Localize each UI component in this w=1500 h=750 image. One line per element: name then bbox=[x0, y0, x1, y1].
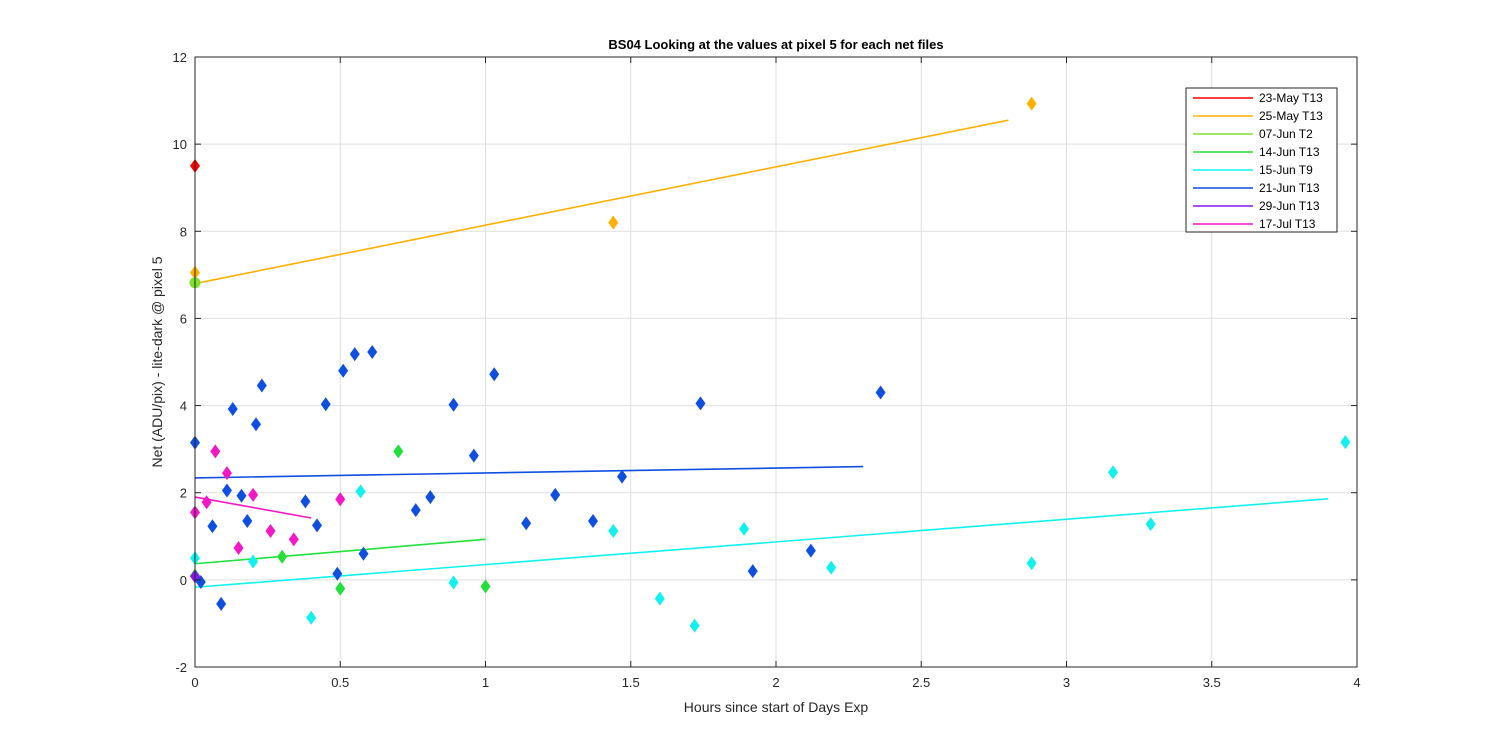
y-tick-label: 8 bbox=[180, 224, 187, 239]
data-point bbox=[355, 484, 366, 499]
data-point bbox=[216, 596, 227, 611]
y-tick-label: 10 bbox=[173, 137, 187, 152]
data-point bbox=[277, 549, 288, 564]
data-point bbox=[221, 466, 232, 481]
data-point bbox=[306, 610, 317, 625]
x-tick-label: 0.5 bbox=[331, 675, 349, 690]
data-point bbox=[338, 363, 349, 378]
data-point bbox=[207, 519, 218, 534]
data-point bbox=[221, 483, 232, 498]
y-tick-label: 6 bbox=[180, 311, 187, 326]
data-point bbox=[875, 385, 886, 400]
legend-entry: 14-Jun T13 bbox=[1259, 145, 1320, 159]
data-point bbox=[312, 518, 323, 533]
x-tick-label: 0 bbox=[191, 675, 198, 690]
data-point bbox=[201, 495, 212, 510]
fit-line bbox=[194, 119, 1009, 285]
data-point bbox=[747, 564, 758, 579]
data-point bbox=[689, 618, 700, 633]
y-ticks: -2 0 2 4 6 8 10 12 bbox=[173, 50, 1357, 675]
data-point bbox=[300, 494, 311, 509]
data-point bbox=[695, 396, 706, 411]
data-point bbox=[448, 397, 459, 412]
x-ticks: 0 0.5 1 1.5 2 2.5 3 3.5 4 bbox=[191, 57, 1361, 690]
data-point bbox=[227, 402, 238, 417]
data-point bbox=[410, 503, 421, 518]
data-point bbox=[248, 487, 259, 502]
data-point bbox=[521, 516, 532, 531]
x-gridlines bbox=[339, 57, 1213, 667]
data-point bbox=[242, 514, 253, 529]
x-tick-label: 2 bbox=[772, 675, 779, 690]
data-point bbox=[1026, 96, 1037, 111]
data-point bbox=[288, 532, 299, 547]
y-tick-label: 4 bbox=[180, 399, 187, 414]
x-tick-label: 1.5 bbox=[622, 675, 640, 690]
data-point bbox=[425, 490, 436, 505]
x-tick-label: 1 bbox=[482, 675, 489, 690]
data-point bbox=[335, 581, 346, 596]
data-point bbox=[489, 367, 500, 382]
data-point bbox=[251, 417, 262, 432]
x-tick-label: 2.5 bbox=[912, 675, 930, 690]
data-point bbox=[320, 397, 331, 412]
legend-entry: 29-Jun T13 bbox=[1259, 199, 1320, 213]
data-point bbox=[349, 347, 360, 362]
data-point bbox=[617, 469, 628, 484]
fit-line bbox=[194, 538, 486, 565]
data-point bbox=[480, 579, 491, 594]
data-point bbox=[468, 448, 479, 463]
y-axis-label: Net (ADU/pix) - lite-dark @ pixel 5 bbox=[149, 256, 165, 467]
data-point bbox=[739, 521, 750, 536]
fit-line bbox=[194, 496, 312, 519]
x-tick-label: 3.5 bbox=[1203, 675, 1221, 690]
legend-entry: 07-Jun T2 bbox=[1259, 127, 1313, 141]
data-point bbox=[608, 524, 619, 539]
data-point bbox=[367, 344, 378, 359]
legend-entry: 17-Jul T13 bbox=[1259, 217, 1316, 231]
legend: 23-May T13 25-May T13 07-Jun T2 14-Jun T13 1… bbox=[1185, 87, 1338, 233]
data-point bbox=[358, 546, 369, 561]
data-point bbox=[1107, 465, 1118, 480]
data-point bbox=[335, 492, 346, 507]
data-point bbox=[332, 566, 343, 581]
data-point bbox=[826, 560, 837, 575]
data-point bbox=[236, 488, 247, 503]
data-point bbox=[448, 575, 459, 590]
legend-entry: 15-Jun T9 bbox=[1259, 163, 1313, 177]
fit-line bbox=[194, 498, 1329, 589]
legend-entry: 23-May T13 bbox=[1259, 91, 1323, 105]
data-point bbox=[233, 541, 244, 556]
y-gridlines bbox=[195, 143, 1357, 581]
data-point bbox=[210, 444, 221, 459]
data-point bbox=[587, 514, 598, 529]
x-tick-label: 4 bbox=[1353, 675, 1360, 690]
data-point bbox=[256, 378, 267, 393]
data-point bbox=[1340, 435, 1351, 450]
y-tick-label: 0 bbox=[180, 573, 187, 588]
legend-entry: 25-May T13 bbox=[1259, 109, 1323, 123]
x-axis-label: Hours since start of Days Exp bbox=[684, 699, 869, 715]
chart-title: BS04 Looking at the values at pixel 5 fo… bbox=[608, 37, 943, 52]
data-point bbox=[393, 444, 404, 459]
fit-lines bbox=[194, 119, 1329, 589]
data-point bbox=[1026, 556, 1037, 571]
x-tick-label: 3 bbox=[1063, 675, 1070, 690]
fit-line bbox=[194, 465, 864, 479]
data-point bbox=[248, 554, 259, 569]
data-point bbox=[805, 543, 816, 558]
data-point bbox=[654, 591, 665, 606]
data-point bbox=[608, 215, 619, 230]
legend-entry: 21-Jun T13 bbox=[1259, 181, 1320, 195]
y-tick-label: 12 bbox=[173, 50, 187, 65]
y-tick-label: -2 bbox=[175, 660, 187, 675]
data-point bbox=[550, 487, 561, 502]
data-point bbox=[265, 524, 276, 539]
legend-box bbox=[1185, 87, 1338, 233]
y-tick-label: 2 bbox=[180, 486, 187, 501]
data-point bbox=[1145, 517, 1156, 532]
